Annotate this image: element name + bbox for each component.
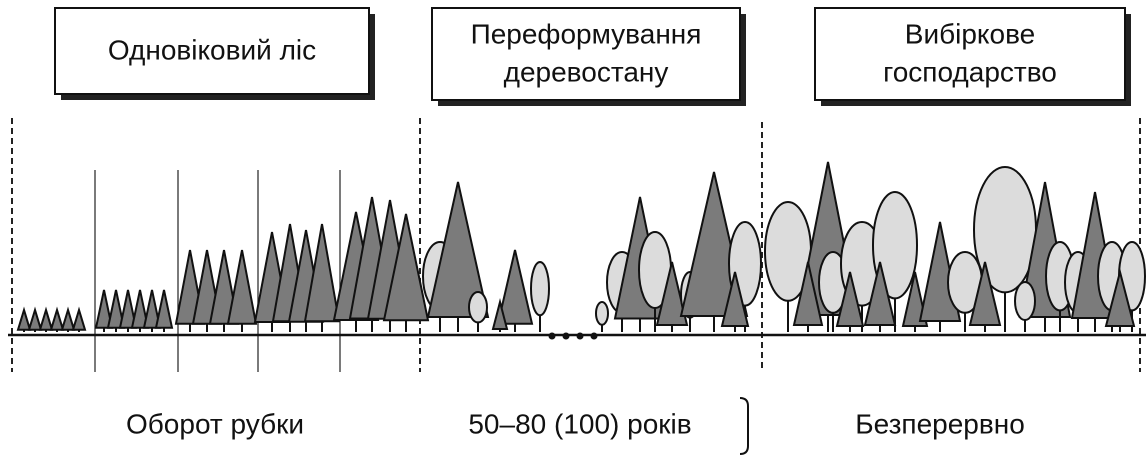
dot: [563, 333, 570, 340]
conifer: [73, 310, 85, 330]
conifer: [62, 310, 74, 330]
conifer: [29, 310, 41, 330]
bracket: [740, 398, 748, 454]
conifer: [228, 250, 256, 324]
dot: [591, 333, 598, 340]
conifer: [156, 290, 172, 328]
broadleaf: [596, 302, 608, 325]
bottom-label: Безперервно: [855, 408, 1025, 439]
bottom-label: 50–80 (100) років: [468, 408, 691, 439]
broadleaf: [469, 292, 487, 322]
conifer: [40, 310, 52, 330]
conifer: [51, 310, 63, 330]
diagram: Одновіковий ліс Переформування деревоста…: [0, 0, 1148, 464]
box-label: Вибіркове: [905, 18, 1035, 49]
broadleaf: [531, 262, 549, 315]
dot: [577, 333, 584, 340]
box-label: Переформування: [471, 18, 702, 49]
trees: [18, 162, 1145, 332]
box-label: деревостану: [504, 56, 669, 87]
bottom-label: Оборот рубки: [126, 408, 304, 439]
box-label: господарство: [883, 56, 1057, 87]
conifer: [18, 310, 30, 330]
dot: [549, 333, 556, 340]
box-label: Одновіковий ліс: [108, 34, 316, 65]
broadleaf: [1015, 282, 1035, 320]
